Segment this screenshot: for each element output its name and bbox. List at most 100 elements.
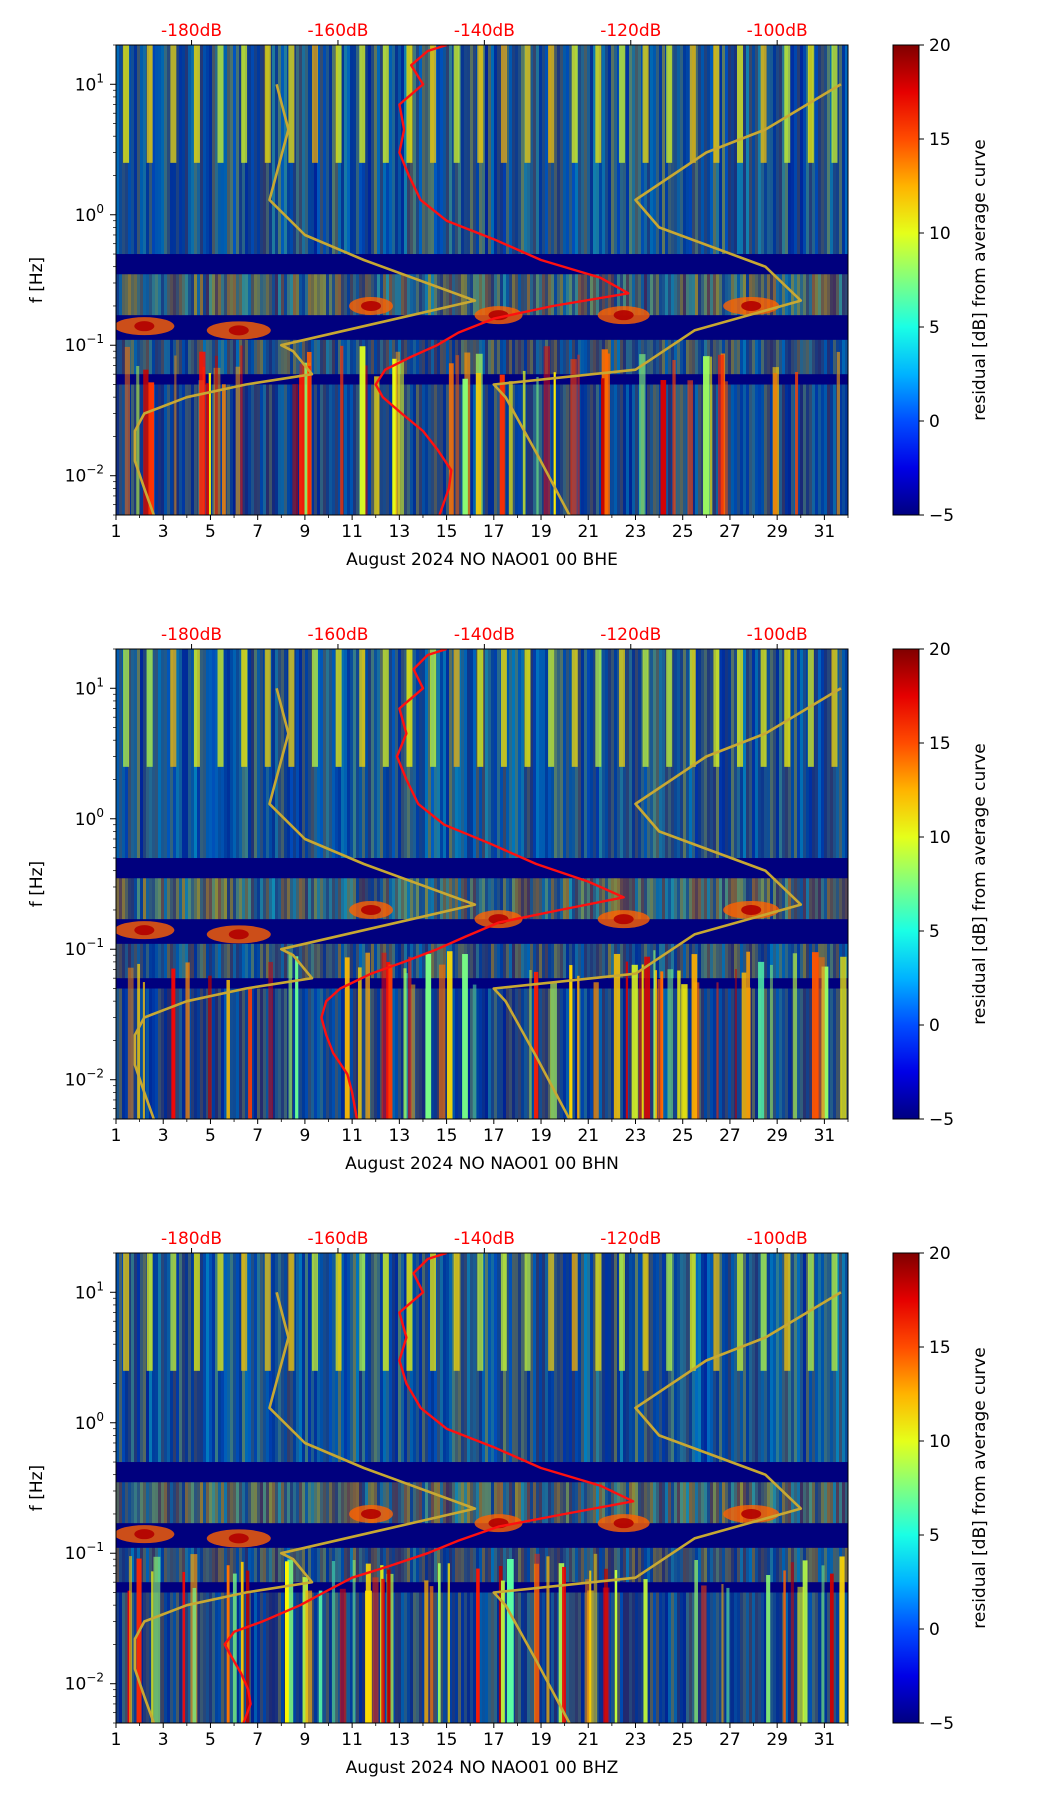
colorbar-tick-label: 10: [929, 828, 951, 848]
y-tick-label: 10−2: [65, 1067, 104, 1091]
x-axis-label: August 2024 NO NAO01 00 BHE: [346, 550, 618, 570]
top-db-label: -100dB: [747, 21, 808, 41]
x-tick-label: 9: [299, 522, 310, 542]
colorbar-label: residual [dB] from average curve: [970, 1347, 990, 1628]
x-tick-label: 31: [814, 522, 836, 542]
colorbar-tick-label: 5: [929, 1526, 940, 1546]
colorbar-gradient: [892, 1252, 920, 1724]
plot-frame: [115, 44, 849, 516]
top-db-label: -160dB: [307, 1229, 368, 1249]
x-tick-label: 13: [389, 1730, 411, 1750]
x-tick-label: 19: [530, 1126, 552, 1146]
colorbar-tick-label: 15: [929, 130, 951, 150]
top-db-label: -140dB: [454, 625, 515, 645]
x-tick-label: 27: [719, 1126, 741, 1146]
x-tick-label: 1: [111, 1126, 122, 1146]
x-tick-label: 31: [814, 1126, 836, 1146]
x-tick-label: 17: [483, 1126, 505, 1146]
x-tick-label: 29: [766, 1730, 788, 1750]
colorbar: 20 15 10 5 0 −5 residual [dB] from average cur…: [892, 1244, 990, 1734]
x-tick-label: 29: [766, 1126, 788, 1146]
x-tick-label: 19: [530, 522, 552, 542]
series-line-average-psd: [374, 45, 630, 515]
x-tick-label: 25: [672, 522, 694, 542]
colorbar-tick-label: 0: [929, 1620, 940, 1640]
x-tick-label: 15: [436, 522, 458, 542]
y-tick-label: 10−1: [65, 332, 104, 356]
heatmap-1: [116, 45, 848, 515]
top-db-label: -100dB: [747, 625, 808, 645]
x-tick-label: 31: [814, 1730, 836, 1750]
colorbar-tick-label: 0: [929, 412, 940, 432]
heatmap-3: [116, 1253, 848, 1723]
colorbar-tick-label: 10: [929, 224, 951, 244]
x-tick-label: 7: [252, 522, 263, 542]
series-line-noise-model-2: [492, 83, 842, 515]
x-tick-label: 3: [158, 1126, 169, 1146]
y-tick-label: 101: [75, 71, 104, 95]
y-tick-label: 100: [75, 1410, 104, 1434]
x-tick-label: 25: [672, 1126, 694, 1146]
colorbar-tick-label: −5: [929, 1110, 954, 1130]
x-tick-label: 9: [299, 1126, 310, 1146]
x-tick-label: 1: [111, 1730, 122, 1750]
x-tick-label: 23: [625, 1730, 647, 1750]
colorbar-tick-label: 5: [929, 922, 940, 942]
y-tick-label: 10−1: [65, 936, 104, 960]
series-line-noise-model-1: [133, 83, 477, 515]
x-axis-label: August 2024 NO NAO01 00 BHN: [345, 1154, 619, 1174]
x-tick-label: 11: [341, 522, 363, 542]
top-db-label: -140dB: [454, 21, 515, 41]
y-tick-label: 10−2: [65, 1671, 104, 1695]
top-db-label: -160dB: [307, 21, 368, 41]
x-tick-label: 13: [389, 522, 411, 542]
top-db-label: -120dB: [600, 625, 661, 645]
y-tick-label: 10−2: [65, 463, 104, 487]
colorbar-tick-label: 20: [929, 640, 951, 660]
top-db-label: -180dB: [161, 625, 222, 645]
colorbar: 20 15 10 5 0 −5 residual [dB] from average cur…: [892, 36, 990, 526]
colorbar-label: residual [dB] from average curve: [970, 139, 990, 420]
series-line-average-psd: [223, 1253, 635, 1723]
x-tick-label: 17: [483, 522, 505, 542]
x-tick-label: 25: [672, 1730, 694, 1750]
top-db-label: -180dB: [161, 21, 222, 41]
x-tick-label: 11: [341, 1126, 363, 1146]
plot-frame: [115, 1252, 849, 1724]
colorbar-label: residual [dB] from average curve: [970, 743, 990, 1024]
colorbar-tick-label: 15: [929, 1338, 951, 1358]
series-line-noise-model-2: [492, 687, 842, 1119]
colorbar-tick-label: 0: [929, 1016, 940, 1036]
colorbar-tick-label: 20: [929, 1244, 951, 1264]
x-tick-label: 23: [625, 1126, 647, 1146]
colorbar-tick-label: 20: [929, 36, 951, 56]
colorbar-tick-label: 15: [929, 734, 951, 754]
y-axis-label: f [Hz]: [27, 1465, 47, 1511]
x-tick-label: 9: [299, 1730, 310, 1750]
x-tick-label: 5: [205, 1730, 216, 1750]
heatmap-2: [116, 649, 848, 1119]
x-axis-label: August 2024 NO NAO01 00 BHZ: [346, 1758, 619, 1778]
x-tick-label: 11: [341, 1730, 363, 1750]
y-tick-label: 101: [75, 1279, 104, 1303]
x-tick-label: 1: [111, 522, 122, 542]
colorbar-tick-label: −5: [929, 506, 954, 526]
colorbar-tick-label: −5: [929, 1714, 954, 1734]
x-tick-label: 21: [577, 522, 599, 542]
x-tick-label: 19: [530, 1730, 552, 1750]
top-db-label: -140dB: [454, 1229, 515, 1249]
top-db-label: -180dB: [161, 1229, 222, 1249]
x-tick-label: 5: [205, 1126, 216, 1146]
series-line-noise-model-1: [133, 1291, 477, 1723]
x-tick-label: 27: [719, 522, 741, 542]
top-db-label: -120dB: [600, 1229, 661, 1249]
colorbar-tick-label: 5: [929, 318, 940, 338]
x-tick-label: 7: [252, 1126, 263, 1146]
colorbar-gradient: [892, 44, 920, 516]
x-tick-label: 21: [577, 1730, 599, 1750]
colorbar: 20 15 10 5 0 −5 residual [dB] from average cur…: [892, 640, 990, 1130]
y-tick-label: 100: [75, 806, 104, 830]
y-tick-label: 10−1: [65, 1540, 104, 1564]
